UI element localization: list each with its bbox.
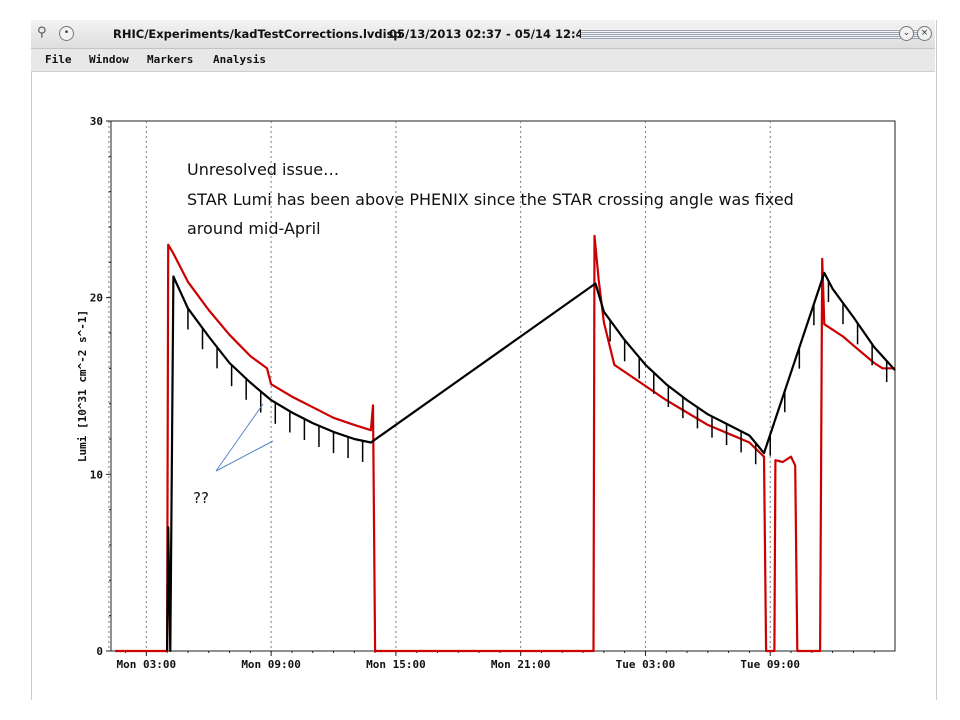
annotation-line-1: Unresolved issue…	[187, 160, 340, 179]
menu-analysis[interactable]: Analysis	[213, 53, 266, 66]
menu-markers[interactable]: Markers	[147, 53, 194, 66]
x-tick-label: Mon 09:00	[241, 658, 301, 671]
menu-bar: File Window Markers Analysis	[31, 49, 935, 72]
y-axis-label: Lumi [10^31 cm^-2 s^-1]	[76, 310, 89, 462]
y-tick-label: 10	[90, 468, 103, 481]
y-tick-label: 0	[96, 645, 103, 658]
x-tick-label: Tue 03:00	[616, 658, 676, 671]
x-tick-label: Tue 09:00	[740, 658, 800, 671]
window-path: RHIC/Experiments/kadTestCorrections.lvdi…	[113, 27, 402, 41]
y-tick-label: 20	[90, 292, 103, 305]
x-tick-label: Mon 03:00	[117, 658, 177, 671]
series-black-line	[166, 271, 896, 653]
y-tick-label: 30	[90, 115, 103, 128]
question-marks: ??	[193, 489, 209, 507]
title-bar: ⚲ • RHIC/Experiments/kadTestCorrections.…	[31, 20, 935, 49]
menu-file[interactable]: File	[45, 53, 72, 66]
window-date-range: 05/13/2013 02:37 - 05/14 12:49	[389, 27, 592, 41]
app-icon[interactable]: ⚲	[37, 25, 47, 40]
menu-window[interactable]: Window	[89, 53, 129, 66]
title-grip	[581, 29, 921, 39]
minimize-icon[interactable]: ⌄	[899, 26, 914, 41]
annotation-arrow	[215, 440, 274, 472]
x-tick-label: Mon 15:00	[366, 658, 426, 671]
window-frame	[31, 20, 937, 700]
close-icon[interactable]: ×	[917, 26, 932, 41]
x-tick-label: Mon 21:00	[491, 658, 551, 671]
window-menu-icon[interactable]: •	[59, 26, 74, 41]
annotation-line-3: around mid-April	[187, 219, 321, 238]
annotation-arrow	[215, 403, 264, 472]
series-red-line	[115, 234, 895, 653]
annotation-line-2: STAR Lumi has been above PHENIX since th…	[187, 190, 794, 209]
